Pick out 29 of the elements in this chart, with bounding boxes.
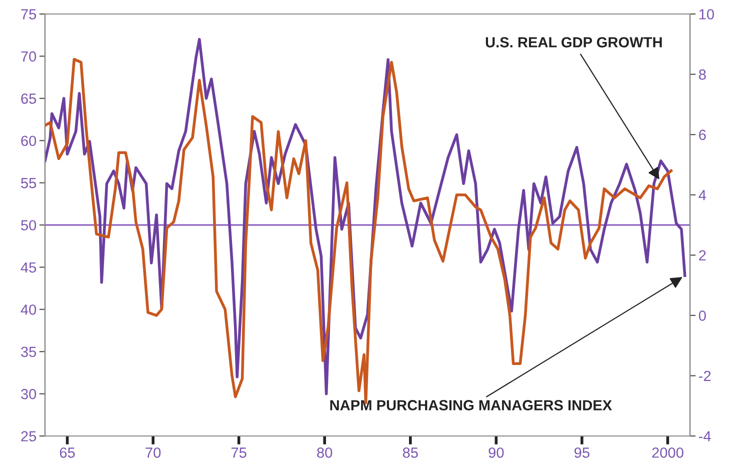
y2-tick-label: 6	[699, 130, 706, 140]
y-tick-label: 55	[21, 178, 36, 188]
x-tick-label: 90	[488, 447, 504, 458]
y-tick-label: 35	[21, 346, 36, 358]
y-tick-label: 60	[21, 136, 36, 146]
y-tick-label: 40	[20, 304, 36, 315]
y2-tick-label: 2	[699, 250, 706, 260]
x-tick-label: 75	[231, 448, 246, 458]
y-tick-label: 70	[21, 51, 36, 62]
y-tick-label: 30	[21, 388, 36, 400]
y-tick-label: 45	[20, 262, 36, 273]
y2-tick-label: 4	[698, 190, 706, 200]
y2-tick-label: 10	[699, 9, 714, 20]
y2-tick-label: -4	[698, 431, 711, 442]
y2-tick-label: 0	[698, 310, 706, 321]
y-tick-label: 65	[21, 94, 36, 104]
annotation: U.S. REAL GDP GROWTH	[486, 37, 662, 48]
x-tick-label: 80	[317, 447, 332, 458]
x-tick-label: 85	[402, 447, 418, 458]
y-tick-label: 75	[21, 9, 36, 20]
y-tick-label: 50	[21, 220, 36, 230]
x-tick-label: 70	[146, 447, 161, 458]
x-tick-label: 2000	[652, 447, 684, 458]
x-tick-label: 65	[60, 447, 75, 458]
y2-tick-label: -2	[698, 370, 711, 381]
annotation: NAPM PURCHASING MANAGERS INDEX	[330, 400, 612, 410]
y-tick-label: 25	[21, 431, 36, 442]
y2-tick-label: 8	[698, 69, 706, 80]
x-tick-label: 95	[574, 447, 590, 458]
